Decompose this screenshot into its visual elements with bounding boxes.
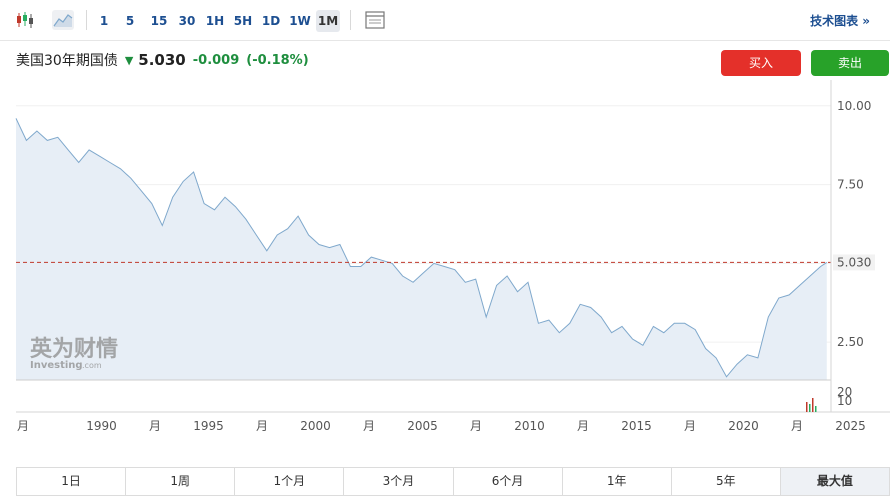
volume-bar	[806, 402, 808, 412]
last-price: 5.030	[138, 51, 186, 69]
x-tick-label: 月	[684, 419, 696, 433]
watermark-logo-en: Investing	[30, 360, 83, 371]
candlestick-icon[interactable]	[14, 10, 36, 30]
indicators-icon[interactable]	[364, 10, 386, 30]
interval-5[interactable]: 5	[125, 14, 135, 28]
range-5y[interactable]: 5年	[672, 468, 781, 495]
toolbar-divider	[350, 10, 351, 30]
y-tick-label: 7.50	[837, 178, 864, 192]
x-tick-label: 月	[791, 419, 803, 433]
interval-1m[interactable]: 1M	[316, 10, 340, 32]
x-tick-label: 月	[17, 419, 29, 433]
watermark: 英为财情 Investing .com	[30, 336, 118, 371]
y-axis-labels: 10.00 7.50 5.030 2.50 2010	[833, 99, 875, 408]
range-1w[interactable]: 1周	[126, 468, 236, 495]
x-tick-label: 月	[256, 419, 268, 433]
range-1d[interactable]: 1日	[17, 468, 127, 495]
buy-button[interactable]: 买入	[721, 50, 801, 76]
x-tick-label: 2020	[728, 419, 759, 433]
technical-chart-link[interactable]: 技术图表 »	[810, 14, 870, 28]
interval-5h[interactable]: 5H	[233, 14, 253, 28]
volume-bar	[815, 406, 817, 412]
x-tick-label: 2000	[300, 419, 331, 433]
range-max[interactable]: 最大值	[780, 468, 889, 495]
interval-1[interactable]: 1	[99, 14, 109, 28]
x-tick-label: 2025	[835, 419, 866, 433]
volume-bars	[806, 398, 817, 412]
price-line	[15, 118, 828, 378]
y-tick-label: 2.50	[837, 335, 864, 349]
interval-1h[interactable]: 1H	[205, 14, 225, 28]
volume-axis-label: 10	[837, 394, 852, 408]
interval-30[interactable]: 30	[178, 14, 196, 28]
toolbar-divider	[86, 10, 87, 30]
current-price-badge	[833, 254, 875, 271]
interval-15[interactable]: 15	[150, 14, 168, 28]
range-3m[interactable]: 3个月	[344, 468, 454, 495]
x-tick-label: 1995	[193, 419, 224, 433]
price-chart[interactable]: 英为财情 Investing .com 10.00 7.50 5.030 2.50 20…	[0, 80, 890, 440]
price-change: -0.009	[192, 52, 240, 68]
interval-1w[interactable]: 1W	[289, 14, 311, 28]
instrument-name: 美国30年期国债	[16, 53, 118, 69]
x-tick-label: 2015	[621, 419, 652, 433]
price-change-percent: (-0.18%)	[246, 52, 309, 68]
x-tick-label: 月	[363, 419, 375, 433]
range-1y[interactable]: 1年	[563, 468, 672, 495]
interval-1d[interactable]: 1D	[261, 14, 281, 28]
volume-axis-label: 20	[837, 385, 852, 399]
range-1m[interactable]: 1个月	[235, 468, 345, 495]
volume-bar	[812, 398, 814, 412]
area-chart-icon[interactable]	[52, 10, 74, 30]
x-tick-label: 月	[149, 419, 161, 433]
time-range-bar: 1日 1周 1个月 3个月 6个月 1年 5年 最大值	[16, 467, 890, 496]
x-axis-labels: 月 1990 月 1995 月 2000 月 2005 月 2010 月 2015 月 2020 月 2025	[17, 419, 866, 433]
y-tick-label: 10.00	[837, 99, 871, 113]
instrument-header: 美国30年期国债 ▼ 5.030 -0.009 (-0.18%)	[16, 48, 309, 72]
volume-bar	[809, 404, 811, 412]
watermark-logo-cn: 英为财情	[30, 336, 118, 362]
watermark-logo-suffix: .com	[82, 361, 102, 370]
sell-button[interactable]: 卖出	[811, 50, 889, 76]
x-tick-label: 1990	[86, 419, 117, 433]
x-tick-label: 月	[470, 419, 482, 433]
arrow-down-icon: ▼	[124, 53, 134, 67]
chart-toolbar: 1 5 15 30 1H 5H 1D 1W 1M 技术图表 »	[0, 0, 890, 41]
x-tick-label: 月	[577, 419, 589, 433]
x-tick-label: 2010	[514, 419, 545, 433]
price-area-fill	[16, 118, 827, 381]
y-tick-label: 5.030	[837, 255, 871, 269]
range-6m[interactable]: 6个月	[454, 468, 563, 495]
x-tick-label: 2005	[407, 419, 438, 433]
